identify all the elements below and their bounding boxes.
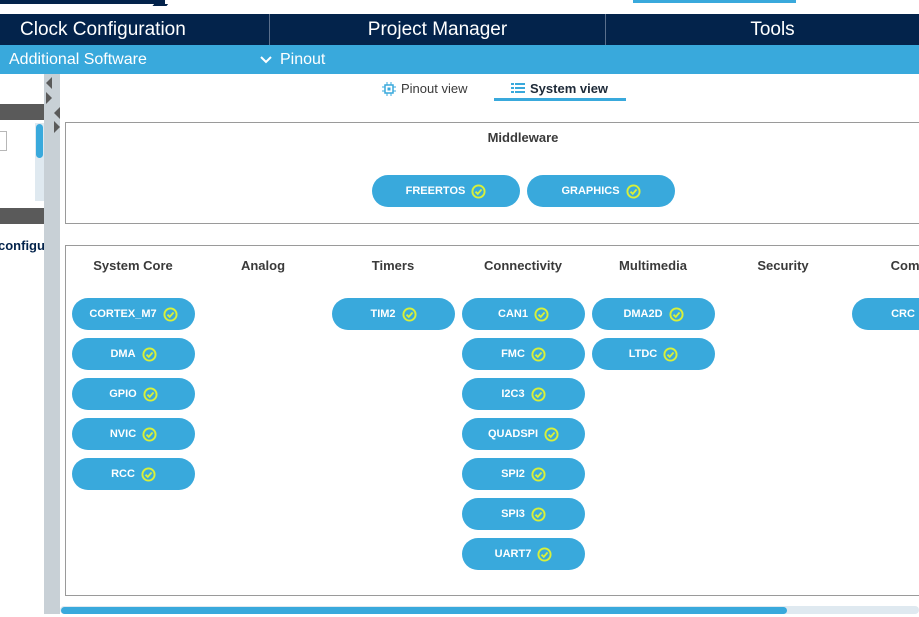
category-title-compu: Compu	[890, 258, 919, 273]
check-circle-icon	[163, 306, 178, 322]
peripheral-pill-tim2[interactable]: TIM2	[332, 298, 455, 330]
active-tab-underline	[494, 98, 626, 101]
check-circle-icon	[626, 183, 641, 199]
peripheral-pill-crc[interactable]: CRC	[852, 298, 919, 330]
peripheral-pill-fmc[interactable]: FMC	[462, 338, 585, 370]
horizontal-scrollbar-thumb[interactable]	[61, 607, 787, 614]
peripheral-pill-ltdc[interactable]: LTDC	[592, 338, 715, 370]
peripheral-pill-spi3[interactable]: SPI3	[462, 498, 585, 530]
check-circle-icon	[142, 426, 157, 442]
peripheral-pill-uart7[interactable]: UART7	[462, 538, 585, 570]
peripheral-pill-label: QUADSPI	[487, 428, 539, 440]
grid-list-icon	[511, 82, 525, 93]
peripheral-pill-label: GPIO	[109, 388, 137, 400]
sub-nav-bar: Additional Software Pinout	[0, 45, 919, 74]
peripheral-pill-label: UART7	[494, 548, 532, 560]
peripheral-pill-cortex-m7[interactable]: CORTEX_M7	[72, 298, 195, 330]
peripheral-pill-dma2d[interactable]: DMA2D	[592, 298, 715, 330]
peripheral-pill-rcc[interactable]: RCC	[72, 458, 195, 490]
panel-splitter[interactable]	[44, 74, 60, 617]
middleware-section	[65, 122, 919, 224]
tab-system-view-label: System view	[530, 81, 609, 96]
collapse-left-arrow-icon[interactable]	[54, 107, 60, 119]
peripheral-pill-label: SPI3	[501, 508, 525, 520]
left-panel-search-input[interactable]	[0, 131, 7, 151]
check-circle-icon	[663, 346, 678, 362]
check-circle-icon	[531, 466, 546, 482]
tab-clock-configuration[interactable]: Clock Configuration	[0, 14, 270, 45]
top-strip-diagonal	[152, 0, 172, 6]
check-circle-icon	[544, 426, 559, 442]
left-panel-header	[0, 104, 44, 120]
peripheral-pill-spi2[interactable]: SPI2	[462, 458, 585, 490]
category-title-analog: Analog	[240, 258, 286, 273]
tab-project-manager[interactable]: Project Manager	[270, 14, 606, 45]
peripheral-pill-label: FMC	[501, 348, 525, 360]
category-title-multimedia: Multimedia	[619, 258, 687, 273]
additional-software-menu[interactable]: Additional Software	[9, 51, 147, 68]
peripheral-pill-label: SPI2	[501, 468, 525, 480]
check-circle-icon	[143, 386, 158, 402]
main-nav-bar: Clock Configuration Project Manager Tool…	[0, 14, 919, 45]
peripheral-pill-label: DMA	[110, 348, 136, 360]
check-circle-icon	[669, 306, 684, 322]
left-panel-section-header	[0, 208, 44, 224]
chip-icon	[382, 81, 396, 96]
peripheral-pill-graphics[interactable]: GRAPHICS	[527, 175, 675, 207]
peripheral-pill-label: FREERTOS	[405, 185, 466, 197]
peripheral-pill-gpio[interactable]: GPIO	[72, 378, 195, 410]
tab-system-view[interactable]: System view	[511, 81, 608, 96]
collapse-left-arrow-icon[interactable]	[46, 77, 52, 89]
peripheral-pill-quadspi[interactable]: QUADSPI	[462, 418, 585, 450]
check-circle-icon	[531, 346, 546, 362]
check-circle-icon	[471, 183, 486, 199]
peripheral-pill-label: CORTEX_M7	[89, 308, 157, 320]
peripheral-pill-label: NVIC	[109, 428, 137, 440]
peripheral-pill-label: TIM2	[370, 308, 396, 320]
top-strip-dark-segment	[0, 0, 165, 4]
top-tab-strip	[0, 0, 919, 14]
bottom-edge	[0, 614, 919, 617]
chevron-down-icon	[260, 56, 272, 64]
check-circle-icon	[537, 546, 552, 562]
peripheral-pill-label: GRAPHICS	[561, 185, 620, 197]
check-circle-icon	[141, 466, 156, 482]
expand-right-arrow-icon[interactable]	[54, 121, 60, 133]
peripheral-pill-freertos[interactable]: FREERTOS	[372, 175, 520, 207]
category-title-security: Security	[757, 258, 809, 273]
check-circle-icon	[142, 346, 157, 362]
peripheral-pill-label: CRC	[891, 308, 915, 320]
left-panel-scrollbar-thumb[interactable]	[36, 124, 43, 158]
left-panel-scrollbar[interactable]	[35, 123, 44, 201]
peripheral-pill-label: LTDC	[628, 348, 658, 360]
top-strip-active-indicator	[633, 0, 796, 3]
peripheral-pill-nvic[interactable]: NVIC	[72, 418, 195, 450]
category-title-system-core: System Core	[93, 258, 173, 273]
check-circle-icon	[531, 386, 546, 402]
peripheral-pill-label: RCC	[111, 468, 135, 480]
peripheral-pill-label: I2C3	[501, 388, 525, 400]
view-tabs: Pinout view System view	[60, 74, 919, 102]
check-circle-icon	[402, 306, 417, 322]
category-title-connectivity: Connectivity	[483, 258, 563, 273]
pinout-menu-label: Pinout	[280, 51, 326, 68]
peripheral-pill-i2c3[interactable]: I2C3	[462, 378, 585, 410]
left-panel-config-label: configu	[0, 238, 45, 253]
category-title-timers: Timers	[371, 258, 415, 273]
expand-right-arrow-icon[interactable]	[46, 92, 52, 104]
peripheral-pill-can1[interactable]: CAN1	[462, 298, 585, 330]
left-categories-panel: configu	[0, 74, 45, 617]
tab-tools[interactable]: Tools	[750, 18, 795, 40]
check-circle-icon	[531, 506, 546, 522]
peripheral-pill-label: CAN1	[498, 308, 528, 320]
peripheral-pill-dma[interactable]: DMA	[72, 338, 195, 370]
tab-pinout-view[interactable]: Pinout view	[382, 81, 467, 96]
tab-pinout-view-label: Pinout view	[401, 81, 468, 96]
check-circle-icon	[534, 306, 549, 322]
peripheral-pill-label: DMA2D	[623, 308, 663, 320]
middleware-title: Middleware	[487, 130, 559, 145]
pinout-menu[interactable]: Pinout	[258, 51, 325, 69]
